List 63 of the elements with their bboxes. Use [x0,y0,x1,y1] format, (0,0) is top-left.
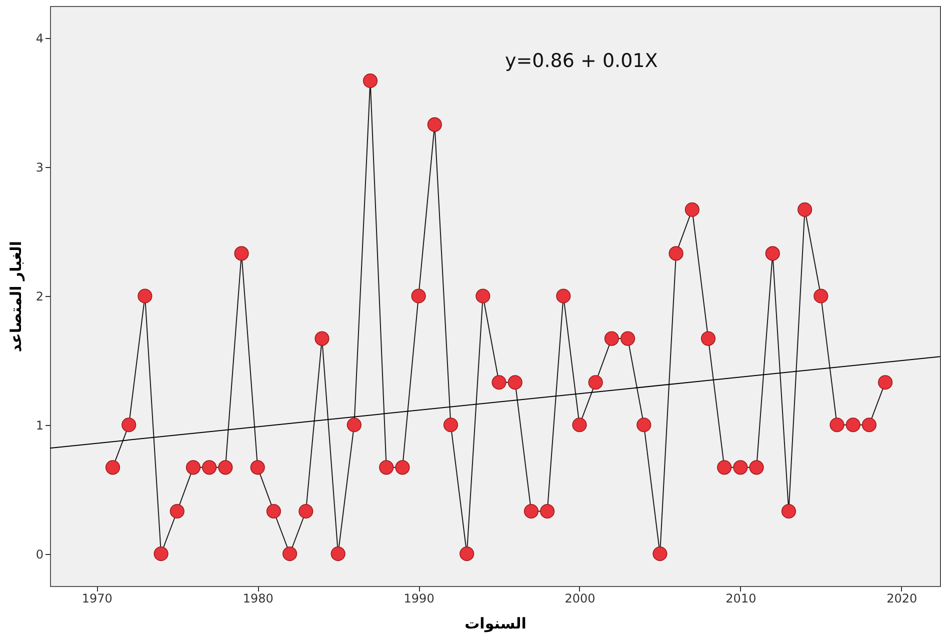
point [814,288,828,304]
point [878,375,893,390]
point [170,504,184,519]
point [411,288,426,304]
point [572,418,587,432]
point [556,288,571,304]
point [524,504,539,519]
x-tick-label: 1970 [82,592,112,606]
annotation: y=0.86 + 0.01X [505,50,658,72]
point [652,546,668,562]
point [154,546,168,562]
point [379,460,394,475]
point [266,504,281,519]
point [733,460,748,475]
point [846,418,860,432]
point [330,546,346,562]
y-tick-label: 4 [36,32,44,46]
point [138,288,152,304]
point [862,418,876,432]
point [427,117,442,132]
point [314,331,330,346]
point [508,375,522,390]
point [460,546,474,562]
point [798,202,812,217]
x-tick-label: 2010 [726,592,756,606]
point [781,504,796,519]
point [346,418,362,432]
point [443,418,458,432]
x-tick-label: 1990 [404,592,434,606]
y-tick-label: 3 [36,160,44,175]
point [830,418,844,432]
point [105,460,120,475]
x-tick-label: 2000 [564,592,596,606]
point [186,460,201,475]
point [700,331,716,346]
point [765,246,780,261]
point [122,418,136,432]
point [202,460,217,475]
point [218,460,233,475]
point [250,460,265,475]
point [684,202,700,217]
point [668,246,684,261]
x-axis-title: السنوات [464,614,526,632]
point [395,460,410,475]
point [749,460,764,475]
y-tick-label: 1 [36,418,44,432]
x-tick-label: 1980 [242,592,274,606]
point [234,246,249,261]
point [588,375,603,390]
point [492,375,506,390]
point [717,460,732,475]
point [298,504,314,519]
point [540,504,555,519]
y-tick-label: 2 [36,290,44,304]
point [620,331,636,346]
point [476,288,490,304]
point [604,331,619,346]
x-tick-label: 2020 [886,592,918,606]
y-tick-label: 0 [36,547,44,562]
point [636,418,652,432]
y-axis-title: الغبار المتصاعد [6,240,25,352]
point [362,73,378,88]
point [282,546,298,562]
